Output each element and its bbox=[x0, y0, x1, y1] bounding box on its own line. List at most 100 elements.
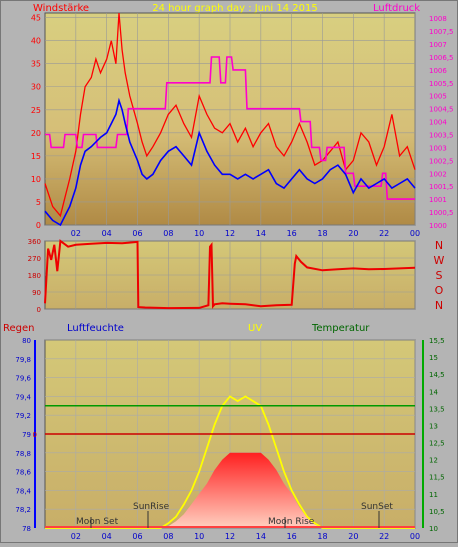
environment-x-tick-label: 02 bbox=[71, 532, 81, 541]
environment-series-group: 0 bbox=[33, 395, 415, 529]
wind-x-tick-label: 12 bbox=[225, 229, 235, 238]
wind-y-tick-label: 25 bbox=[31, 106, 41, 115]
humidity-y-tick-label: 79 bbox=[22, 431, 31, 439]
compass-label: N bbox=[435, 239, 443, 252]
temperature-y-tick-label: 15,5 bbox=[429, 337, 445, 345]
temperature-label: Temperatur bbox=[311, 323, 370, 334]
rain-value-label: 0 bbox=[33, 431, 37, 439]
environment-x-tick-label: 22 bbox=[379, 532, 389, 541]
pressure-y-tick-label: 1004,5 bbox=[429, 106, 454, 114]
pressure-y-tick-label: 1002 bbox=[429, 170, 447, 178]
wind-average-line bbox=[44, 97, 416, 227]
sun-set-label: SunSet bbox=[361, 502, 393, 512]
temperature-y-tick-label: 11,5 bbox=[429, 474, 445, 482]
wind-y-tick-label: 5 bbox=[36, 198, 41, 207]
humidity-y-tick-label: 78 bbox=[22, 525, 31, 533]
temperature-y-tick-label: 11 bbox=[429, 491, 438, 499]
pressure-y-tick-label: 1003,5 bbox=[429, 132, 454, 140]
wind-x-tick-label: 08 bbox=[163, 229, 173, 238]
pressure-y-tick-label: 1003 bbox=[429, 144, 447, 152]
humidity-y-tick-label: 78,2 bbox=[15, 506, 31, 514]
pressure-line bbox=[45, 56, 415, 200]
direction-y-tick-label: 360 bbox=[28, 238, 41, 246]
humidity-y-tick-label: 79,4 bbox=[15, 393, 31, 401]
wind-y-tick-label: 0 bbox=[36, 221, 41, 230]
direction-line bbox=[44, 239, 416, 310]
wind-x-tick-label: 06 bbox=[132, 229, 142, 238]
wind-y-tick-label: 10 bbox=[31, 175, 41, 184]
pressure-y-tick-label: 1001 bbox=[429, 196, 447, 204]
pressure-y-tick-label: 1008 bbox=[429, 15, 447, 23]
environment-x-tick-label: 10 bbox=[194, 532, 204, 541]
direction-y-axis: 0 90 180 270 360 bbox=[28, 238, 41, 314]
humidity-y-tick-label: 79,8 bbox=[15, 356, 31, 364]
pressure-y-tick-label: 1000,5 bbox=[429, 209, 454, 217]
humidity-y-axis: 78 78,2 78,4 78,6 78,8 79 79,2 79,4 79,6 79,8 80 bbox=[15, 337, 36, 533]
environment-x-tick-label: 12 bbox=[225, 532, 235, 541]
pressure-y-tick-label: 1006 bbox=[429, 67, 447, 75]
rain-label: Regen bbox=[3, 323, 35, 334]
chart-title: 24 hour graph day : Juni 14 2015 bbox=[152, 3, 318, 14]
pressure-y-tick-label: 1004 bbox=[429, 119, 447, 127]
wind-y-tick-label: 35 bbox=[31, 60, 41, 69]
pressure-y-tick-label: 1006,5 bbox=[429, 54, 454, 62]
temperature-y-tick-label: 13 bbox=[429, 422, 438, 430]
pressure-y-tick-label: 1000 bbox=[429, 222, 447, 230]
pressure-y-axis: 1000 1000,5 1001 1001,5 1002 1002,5 1003 1003,5… bbox=[429, 15, 454, 230]
temperature-y-tick-label: 10 bbox=[429, 525, 438, 533]
humidity-label: Luftfeuchte bbox=[67, 323, 124, 334]
pressure-y-tick-label: 1005 bbox=[429, 93, 447, 101]
wind-x-axis: 02 04 06 08 10 12 14 16 18 20 22 00 bbox=[71, 229, 420, 238]
pressure-y-tick-label: 1007 bbox=[429, 41, 447, 49]
compass-label: W bbox=[434, 254, 445, 267]
environment-x-tick-label: 16 bbox=[287, 532, 297, 541]
environment-x-tick-label: 04 bbox=[102, 532, 112, 541]
temperature-y-tick-label: 12 bbox=[429, 457, 438, 465]
temperature-y-tick-label: 12,5 bbox=[429, 440, 445, 448]
wind-x-tick-label: 22 bbox=[379, 229, 389, 238]
pressure-y-tick-label: 1007,5 bbox=[429, 28, 454, 36]
wind-y-axis: 0 5 10 15 20 25 30 35 40 45 bbox=[31, 14, 41, 230]
moon-set-label: Moon Set bbox=[76, 517, 119, 527]
humidity-y-tick-label: 79,6 bbox=[15, 375, 31, 383]
environment-x-tick-label: 08 bbox=[163, 532, 173, 541]
environment-x-axis: 02 04 06 08 10 12 14 16 18 20 22 00 bbox=[71, 532, 420, 541]
humidity-y-tick-label: 78,8 bbox=[15, 450, 31, 458]
wind-series-group bbox=[44, 12, 416, 227]
wind-y-tick-label: 45 bbox=[31, 14, 41, 23]
moon-rise-label: Moon Rise bbox=[268, 517, 315, 527]
wind-y-tick-label: 40 bbox=[31, 37, 41, 46]
wind-y-tick-label: 30 bbox=[31, 83, 41, 92]
compass-label: N bbox=[435, 299, 443, 312]
wind-y-tick-label: 15 bbox=[31, 152, 41, 161]
temperature-y-tick-label: 14 bbox=[429, 388, 438, 396]
pressure-y-tick-label: 1002,5 bbox=[429, 157, 454, 165]
wind-y-tick-label: 20 bbox=[31, 129, 41, 138]
humidity-y-tick-label: 78,4 bbox=[15, 487, 31, 495]
temperature-y-tick-label: 15 bbox=[429, 354, 438, 362]
wind-x-tick-label: 10 bbox=[194, 229, 204, 238]
wind-x-tick-label: 04 bbox=[102, 229, 112, 238]
environment-x-tick-label: 00 bbox=[410, 532, 420, 541]
humidity-y-tick-label: 79,2 bbox=[15, 412, 31, 420]
environment-x-tick-label: 14 bbox=[256, 532, 266, 541]
direction-y-tick-label: 180 bbox=[28, 272, 41, 280]
wind-x-tick-label: 02 bbox=[71, 229, 81, 238]
wind-x-tick-label: 00 bbox=[410, 229, 420, 238]
direction-series-group bbox=[44, 239, 416, 310]
wind-x-tick-label: 16 bbox=[287, 229, 297, 238]
temperature-y-tick-label: 14,5 bbox=[429, 371, 445, 379]
temperature-y-tick-label: 10,5 bbox=[429, 508, 445, 516]
compass-label: O bbox=[435, 284, 444, 297]
direction-y-tick-label: 0 bbox=[37, 306, 41, 314]
uv-label: UV bbox=[248, 323, 262, 334]
direction-y-tick-label: 90 bbox=[32, 289, 41, 297]
pressure-y-tick-label: 1005,5 bbox=[429, 80, 454, 88]
environment-x-tick-label: 18 bbox=[317, 532, 327, 541]
humidity-y-tick-label: 80 bbox=[22, 337, 31, 345]
pressure-y-tick-label: 1001,5 bbox=[429, 183, 454, 191]
pressure-axis-title: Luftdruck bbox=[373, 3, 420, 14]
wind-x-tick-label: 14 bbox=[256, 229, 266, 238]
